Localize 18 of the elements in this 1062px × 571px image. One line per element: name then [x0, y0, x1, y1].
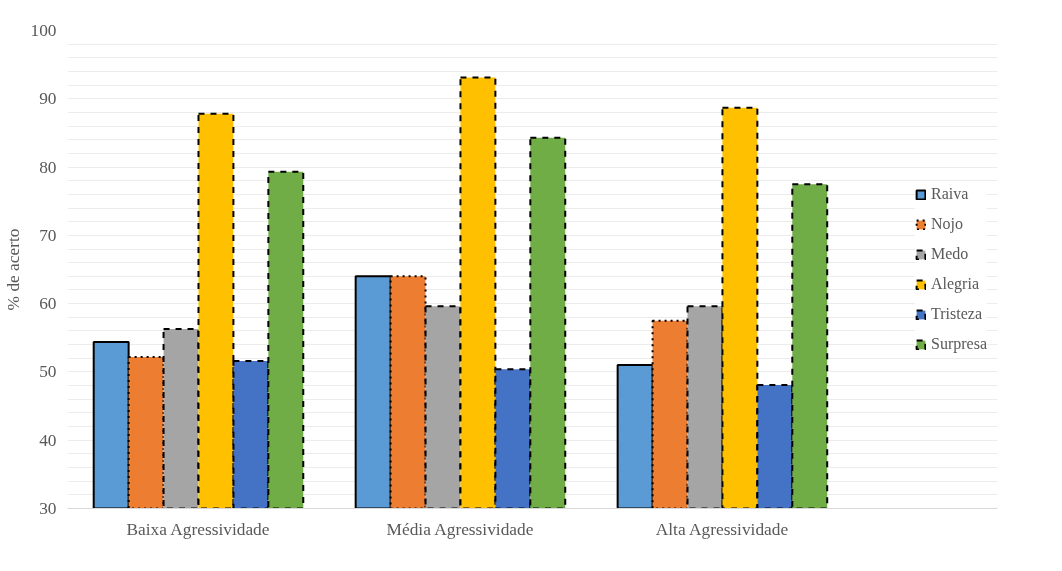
legend-label: Nojo [931, 215, 964, 233]
legend-label: Tristeza [931, 305, 982, 323]
x-tick-label: Alta Agressividade [655, 519, 789, 539]
y-axis-title: % de acerto [3, 228, 23, 311]
y-tick-label: 60 [39, 294, 57, 314]
y-tick-label: 80 [39, 157, 57, 177]
x-tick-label: Média Agressividade [386, 519, 534, 539]
y-tick-label: 100 [30, 21, 57, 40]
legend-label: Raiva [931, 185, 969, 203]
y-tick-label: 70 [39, 225, 57, 245]
legend-label: Medo [931, 245, 969, 263]
y-tick-label: 90 [39, 89, 57, 109]
y-tick-label: 40 [39, 430, 57, 450]
legend-label: Surpresa [931, 335, 987, 353]
y-tick-label: 50 [39, 362, 57, 382]
x-tick-label: Baixa Agressividade [126, 519, 270, 539]
y-tick-label: 30 [39, 499, 57, 518]
legend-label: Alegria [931, 275, 979, 293]
